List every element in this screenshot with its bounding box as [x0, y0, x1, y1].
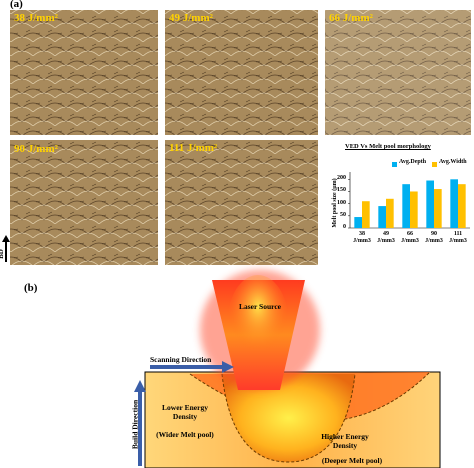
bar: [362, 201, 370, 228]
bd-label: BD: [0, 249, 5, 259]
bar: [354, 217, 362, 228]
y-tick-label: 0: [343, 224, 346, 230]
bar: [458, 184, 466, 228]
bar: [434, 189, 442, 228]
deeper-label: (Deeper Melt pool): [321, 456, 383, 465]
wider-label: (Wider Melt pool): [156, 430, 214, 439]
micrograph: [10, 10, 158, 135]
x-tick-label: 49 J/mm3: [377, 231, 395, 244]
bar-chart: [348, 162, 470, 229]
legend-swatch: [392, 162, 397, 167]
x-tick-label: 66 J/mm3: [401, 231, 419, 244]
x-tick-label: 111 J/mm3: [449, 231, 467, 244]
panel-label: (b): [24, 282, 38, 294]
bar: [410, 191, 418, 228]
micrograph: [10, 140, 158, 265]
bar: [426, 180, 434, 228]
build-label: Build Direction: [130, 399, 140, 450]
bar: [386, 198, 394, 228]
y-tick-label: 200: [337, 175, 346, 182]
micrograph: [165, 10, 318, 135]
laser-label: Laser Source: [238, 302, 281, 311]
micrograph-label: 90 J/mm²: [14, 143, 58, 155]
legend-swatch: [432, 162, 437, 167]
bar: [402, 184, 410, 228]
micrograph: [325, 10, 471, 135]
lower-label: Lower Energy Density: [162, 403, 208, 421]
panel-label: (a): [10, 0, 23, 10]
bar: [378, 206, 386, 228]
micrograph-label: 38 J/mm²: [14, 12, 58, 24]
y-tick-label: 150: [337, 187, 346, 194]
micrograph-label: 111 J/mm²: [169, 142, 218, 154]
legend-label: Avg.Depth: [399, 159, 427, 165]
higher-label: Higher Energy Density: [321, 432, 369, 450]
y-tick-label: 100: [337, 199, 346, 206]
legend-label: Avg.Width: [439, 159, 467, 165]
x-tick-label: 38 J/mm3: [353, 231, 371, 244]
bar: [450, 179, 458, 228]
x-tick-label: 90 J/mm3: [425, 231, 443, 244]
chart-title: VED Vs Melt pool morphology: [345, 143, 431, 150]
micrograph-label: 49 J/mm²: [169, 12, 213, 24]
micrographs: [10, 10, 471, 265]
bd-arrow: [2, 235, 10, 262]
scan-label: Scanning Direction: [150, 355, 212, 364]
micrograph: [165, 140, 318, 265]
micrograph-label: 66 J/mm²: [329, 12, 373, 24]
y-tick-label: 50: [340, 211, 346, 218]
diagram: [134, 270, 441, 468]
